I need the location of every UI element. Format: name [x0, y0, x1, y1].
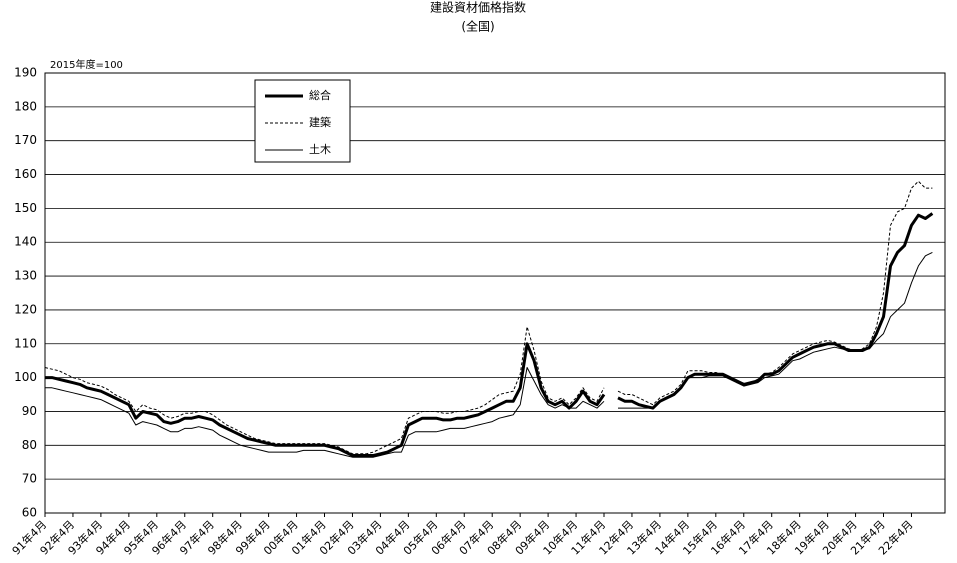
y-tick-label: 80	[22, 438, 37, 452]
y-tick-label: 190	[14, 66, 37, 80]
y-tick-label: 120	[14, 302, 37, 316]
series-line	[44, 180, 933, 455]
y-tick-label: 90	[22, 404, 37, 418]
legend-box	[254, 79, 351, 163]
y-tick-label: 180	[14, 99, 37, 113]
legend-label: 建築	[309, 115, 331, 129]
plot-frame	[44, 72, 946, 514]
legend-label: 総合	[309, 88, 331, 102]
chart-subtitle: (全国)	[461, 19, 494, 34]
y-tick-label: 70	[22, 472, 37, 486]
y-tick-label: 140	[14, 235, 37, 249]
y-tick-label: 110	[14, 336, 37, 350]
y-tick-label: 130	[14, 269, 37, 283]
y-tick-label: 60	[22, 506, 37, 520]
y-tick-label: 150	[14, 201, 37, 215]
series-line	[45, 251, 933, 458]
y-tick-label: 160	[14, 167, 37, 181]
y-tick-label: 100	[14, 370, 37, 384]
legend-label: 土木	[309, 143, 331, 156]
y-tick-label: 170	[14, 133, 37, 147]
chart-title: 建設資材価格指数	[430, 0, 526, 15]
unit-label: 2015年度=100	[50, 58, 123, 71]
